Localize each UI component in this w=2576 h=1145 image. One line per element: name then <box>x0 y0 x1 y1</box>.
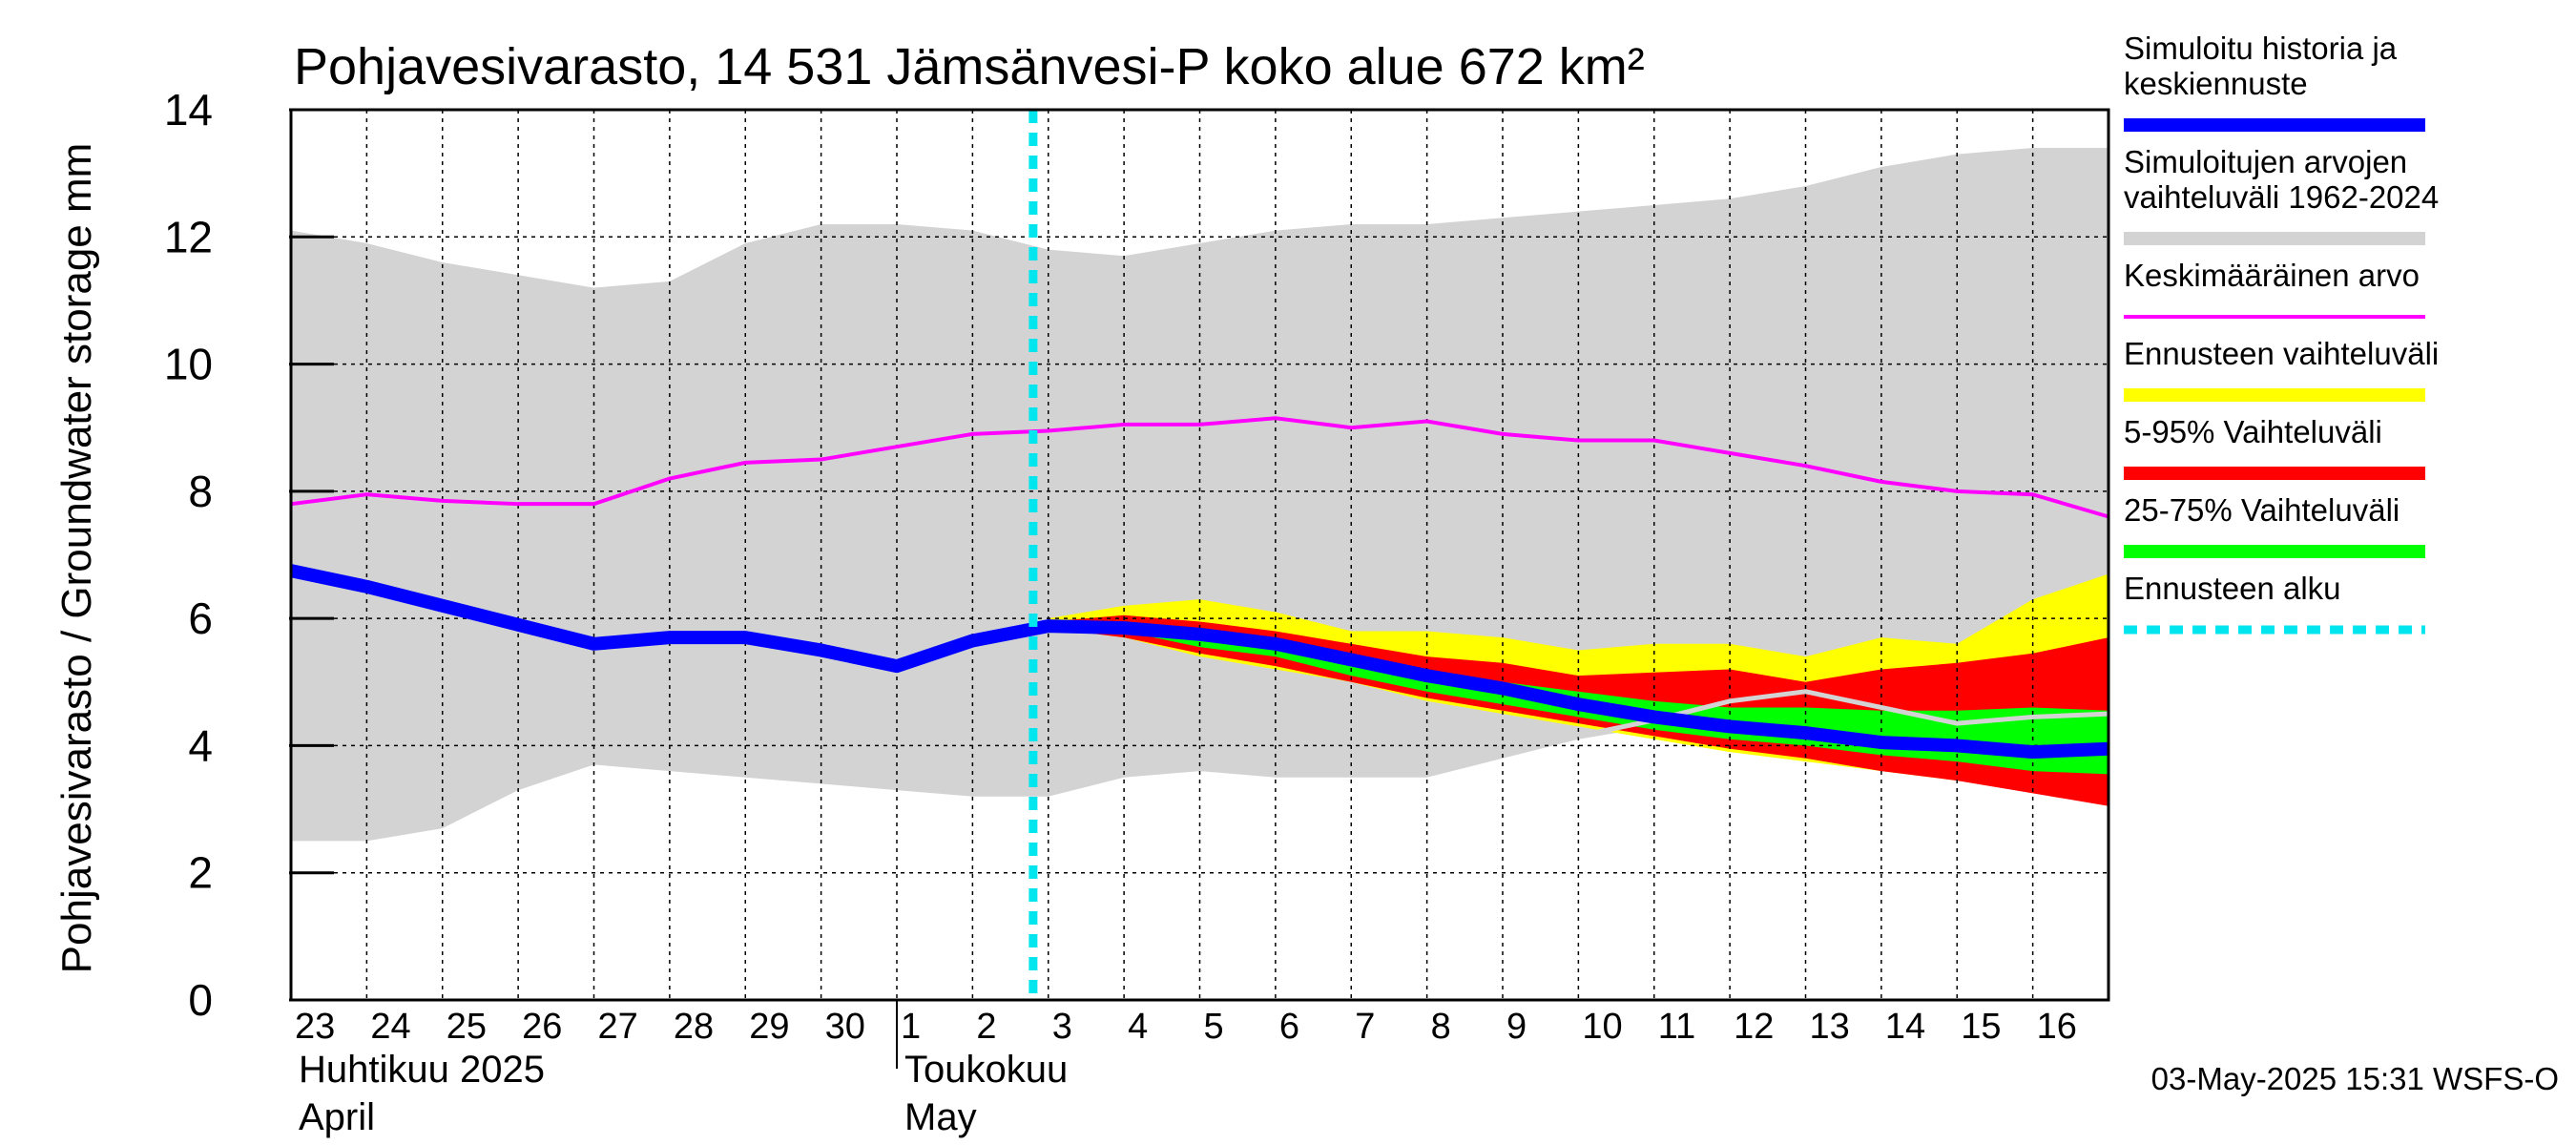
chart-lines <box>289 110 2109 1000</box>
legend-label: keskiennuste <box>2124 66 2308 101</box>
timestamp-footer: 03-May-2025 15:31 WSFS-O <box>2151 1061 2559 1096</box>
x-day-label: 16 <box>2037 1007 2077 1047</box>
legend-label: vaihteluväli 1962-2024 <box>2124 179 2439 215</box>
y-tick-label: 8 <box>188 467 213 516</box>
x-day-label: 29 <box>749 1007 789 1047</box>
x-day-label: 13 <box>1810 1007 1850 1047</box>
x-day-label: 8 <box>1431 1007 1451 1047</box>
x-day-label: 1 <box>901 1007 921 1047</box>
legend-label: Simuloitujen arvojen <box>2124 144 2407 179</box>
x-day-label: 4 <box>1128 1007 1148 1047</box>
legend-label: 25-75% Vaihteluväli <box>2124 492 2399 528</box>
grid-lines <box>291 110 2109 1000</box>
y-tick-label: 2 <box>188 848 213 898</box>
plot-frame <box>289 108 2110 1002</box>
y-tick-label: 4 <box>188 720 213 770</box>
y-axis-label: Pohjavesivarasto / Groundwater storage m… <box>53 143 100 974</box>
y-tick-label: 14 <box>164 85 213 135</box>
x-day-label: 14 <box>1885 1007 1925 1047</box>
legend-label: Ennusteen alku <box>2124 571 2341 606</box>
y-tick-label: 6 <box>188 593 213 643</box>
y-tick-label: 10 <box>164 340 213 389</box>
legend-label: Ennusteen vaihteluväli <box>2124 336 2439 371</box>
x-month-label-fi: Huhtikuu 2025 <box>299 1049 545 1091</box>
mean-value-line <box>290 416 2109 519</box>
x-day-label: 10 <box>1582 1007 1622 1047</box>
legend-label: Simuloitu historia ja <box>2124 31 2398 66</box>
x-day-label: 15 <box>1961 1007 2001 1047</box>
x-day-label: 9 <box>1506 1007 1527 1047</box>
legend-label: 5-95% Vaihteluväli <box>2124 414 2382 449</box>
x-month-label-en: May <box>904 1096 977 1138</box>
y-tick-label: 0 <box>188 975 213 1025</box>
x-day-label: 3 <box>1052 1007 1072 1047</box>
x-day-label: 30 <box>825 1007 865 1047</box>
x-day-label: 25 <box>447 1007 487 1047</box>
x-month-label-en: April <box>299 1096 375 1138</box>
x-day-label: 5 <box>1204 1007 1224 1047</box>
x-day-label: 12 <box>1734 1007 1774 1047</box>
x-day-label: 24 <box>370 1007 410 1047</box>
x-day-label: 28 <box>674 1007 714 1047</box>
x-day-label: 6 <box>1279 1007 1299 1047</box>
legend-label: Keskimääräinen arvo <box>2124 258 2420 293</box>
history-forecast-line <box>289 564 2109 760</box>
x-month-label-fi: Toukokuu <box>904 1049 1068 1091</box>
y-tick-label: 12 <box>164 212 213 261</box>
chart-title: Pohjavesivarasto, 14 531 Jämsänvesi-P ko… <box>294 38 1645 95</box>
x-day-label: 2 <box>976 1007 996 1047</box>
x-day-label: 26 <box>522 1007 562 1047</box>
x-day-label: 7 <box>1355 1007 1375 1047</box>
x-day-label: 27 <box>598 1007 638 1047</box>
x-day-label: 23 <box>295 1007 335 1047</box>
x-day-label: 11 <box>1658 1007 1695 1047</box>
